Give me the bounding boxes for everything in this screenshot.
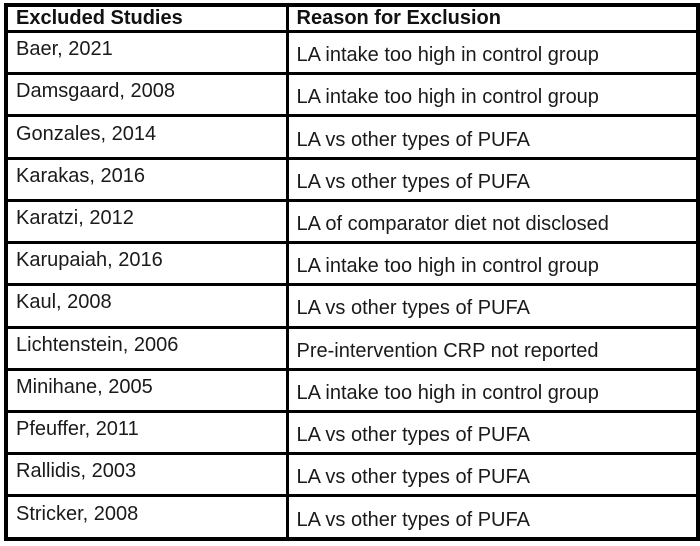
- reason-text: LA vs other types of PUFA: [296, 128, 530, 151]
- study-cell: Damsgaard, 2008: [4, 72, 289, 118]
- study-cell: Kaul, 2008: [4, 283, 289, 329]
- table-row: Kaul, 2008 LA vs other types of PUFA: [4, 283, 700, 329]
- reason-cell: LA vs other types of PUFA: [285, 156, 700, 202]
- study-cell: Lichtenstein, 2006: [4, 325, 289, 371]
- reason-text: LA vs other types of PUFA: [296, 424, 530, 447]
- table-row: Pfeuffer, 2011 LA vs other types of PUFA: [4, 409, 700, 456]
- reason-text: LA intake too high in control group: [296, 255, 599, 278]
- table-row: Stricker, 2008 LA vs other types of PUFA: [4, 494, 700, 541]
- study-cell: Karupaiah, 2016: [4, 241, 289, 287]
- reason-cell: LA vs other types of PUFA: [285, 283, 700, 329]
- reason-text: LA vs other types of PUFA: [296, 297, 530, 320]
- table-row: Lichtenstein, 2006 Pre-intervention CRP n…: [4, 325, 700, 371]
- table-row: Rallidis, 2003 LA vs other types of PUFA: [4, 452, 700, 498]
- study-cell: Pfeuffer, 2011: [4, 409, 289, 456]
- study-cell: Rallidis, 2003: [4, 452, 289, 498]
- study-cell: Stricker, 2008: [4, 494, 289, 541]
- header-row: Excluded Studies Reason for Exclusion: [4, 3, 700, 33]
- reason-text: Pre-intervention CRP not reported: [296, 339, 599, 362]
- reason-cell: LA of comparator diet not disclosed: [285, 198, 700, 245]
- table-row: Baer, 2021 LA intake too high in control …: [4, 29, 700, 76]
- header-excluded-studies: Excluded Studies: [4, 3, 289, 33]
- table-row: Minihane, 2005 LA intake too high in cont…: [4, 367, 700, 413]
- reason-cell: LA vs other types of PUFA: [285, 114, 700, 160]
- study-text: Karakas, 2016: [16, 164, 145, 187]
- reason-text: LA intake too high in control group: [296, 86, 599, 109]
- study-text: Karupaiah, 2016: [16, 249, 163, 272]
- study-cell: Karatzi, 2012: [4, 198, 289, 245]
- table-row: Damsgaard, 2008 LA intake too high in con…: [4, 72, 700, 118]
- reason-text: LA of comparator diet not disclosed: [296, 212, 609, 235]
- study-text: Pfeuffer, 2011: [16, 418, 139, 441]
- study-text: Minihane, 2005: [16, 375, 153, 398]
- table-row: Karupaiah, 2016 LA intake too high in con…: [4, 241, 700, 287]
- reason-text: LA vs other types of PUFA: [296, 170, 530, 193]
- study-text: Lichtenstein, 2006: [16, 333, 179, 356]
- study-cell: Gonzales, 2014: [4, 114, 289, 160]
- header-reason-for-exclusion: Reason for Exclusion: [285, 3, 700, 33]
- reason-text: LA intake too high in control group: [296, 44, 599, 67]
- study-text: Damsgaard, 2008: [16, 80, 175, 103]
- study-cell: Minihane, 2005: [4, 367, 289, 413]
- study-text: Stricker, 2008: [16, 502, 139, 525]
- study-text: Gonzales, 2014: [16, 122, 157, 145]
- excluded-studies-table: Excluded Studies Reason for Exclusion Ba…: [4, 3, 700, 541]
- table-body: Baer, 2021 LA intake too high in control …: [4, 29, 700, 541]
- table-row: Gonzales, 2014 LA vs other types of PUFA: [4, 114, 700, 160]
- reason-cell: Pre-intervention CRP not reported: [285, 325, 700, 371]
- reason-cell: LA vs other types of PUFA: [285, 452, 700, 498]
- reason-text: LA vs other types of PUFA: [296, 466, 530, 489]
- table-row: Karatzi, 2012 LA of comparator diet not d…: [4, 198, 700, 245]
- reason-cell: LA vs other types of PUFA: [285, 409, 700, 456]
- reason-cell: LA intake too high in control group: [285, 241, 700, 287]
- reason-text: LA intake too high in control group: [296, 381, 599, 404]
- reason-text: LA vs other types of PUFA: [296, 508, 530, 531]
- study-cell: Karakas, 2016: [4, 156, 289, 202]
- study-text: Karatzi, 2012: [16, 206, 134, 229]
- reason-cell: LA intake too high in control group: [285, 72, 700, 118]
- study-text: Rallidis, 2003: [16, 460, 137, 483]
- reason-cell: LA intake too high in control group: [285, 367, 700, 413]
- table-row: Karakas, 2016 LA vs other types of PUFA: [4, 156, 700, 202]
- reason-cell: LA intake too high in control group: [285, 29, 700, 76]
- study-text: Baer, 2021: [16, 38, 113, 61]
- study-cell: Baer, 2021: [4, 29, 289, 76]
- study-text: Kaul, 2008: [16, 291, 112, 314]
- reason-cell: LA vs other types of PUFA: [285, 494, 700, 541]
